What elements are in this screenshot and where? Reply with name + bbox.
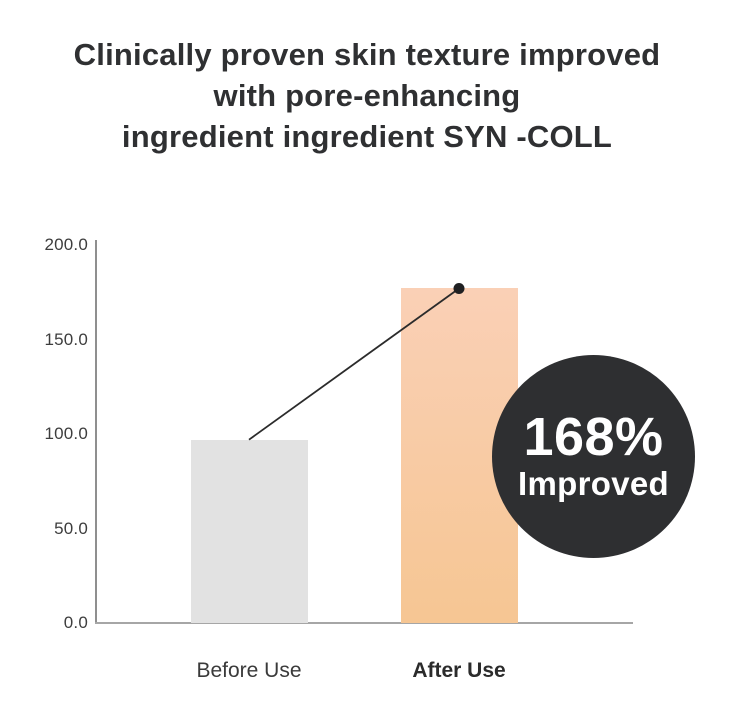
x-axis-line — [95, 622, 633, 624]
improvement-badge: 168% Improved — [492, 355, 695, 558]
y-tick-label: 100.0 — [44, 424, 88, 443]
chart-title-line1: Clinically proven skin texture improved — [73, 37, 661, 72]
chart-title: Clinically proven skin texture improved … — [0, 34, 734, 157]
y-axis-line — [95, 240, 97, 623]
x-label-after-use: After Use — [412, 659, 506, 682]
improvement-label: Improved — [518, 465, 669, 503]
bar-before-use — [190, 439, 308, 623]
improvement-percentage: 168% — [523, 406, 664, 467]
y-tick-label: 150.0 — [44, 329, 88, 349]
y-tick-label: 0.0 — [63, 613, 88, 632]
y-tick-label: 200.0 — [44, 235, 88, 254]
x-label-before-use: Before Use — [196, 659, 302, 682]
chart-title-line3: ingredient ingredient SYN -COLL — [121, 119, 613, 154]
chart-title-line2: with pore-enhancing — [213, 78, 521, 113]
y-tick-label: 50.0 — [54, 518, 88, 538]
